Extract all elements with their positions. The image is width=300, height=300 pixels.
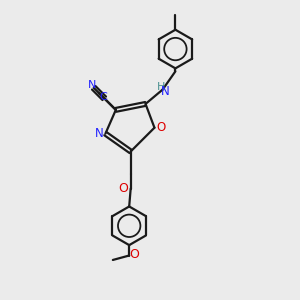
- Text: C: C: [100, 92, 107, 101]
- Text: N: N: [161, 85, 170, 98]
- Text: O: O: [130, 248, 140, 260]
- Text: O: O: [156, 121, 166, 134]
- Text: N: N: [94, 127, 103, 140]
- Text: O: O: [118, 182, 128, 195]
- Text: N: N: [88, 80, 97, 90]
- Text: H: H: [157, 82, 165, 92]
